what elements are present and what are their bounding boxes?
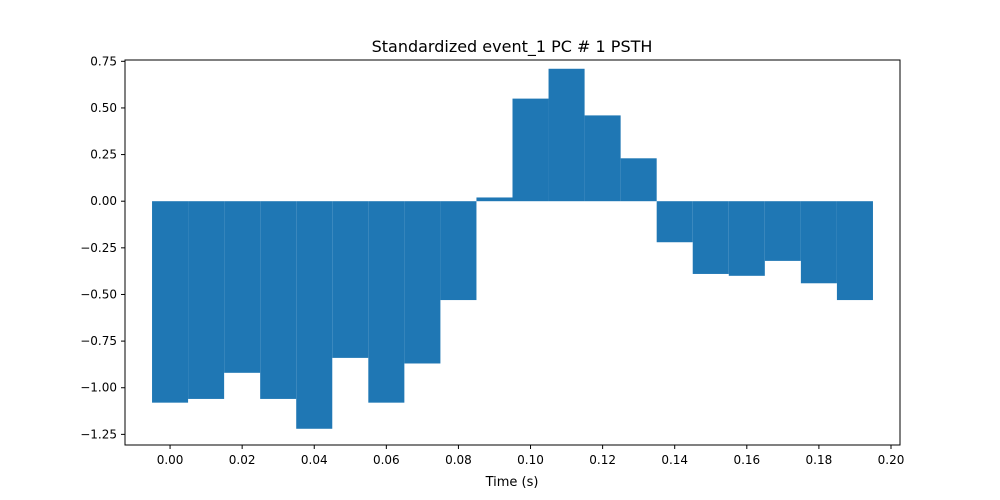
x-tick-label: 0.16 <box>733 453 760 467</box>
x-axis-ticks: 0.00 0.02 0.04 0.06 0.08 0.10 0.12 0.14 0.16 0.18… <box>157 445 905 467</box>
x-tick-label: 0.00 <box>157 453 184 467</box>
bar <box>692 201 729 274</box>
bars-group <box>152 68 873 429</box>
bar <box>188 201 225 399</box>
y-tick-label: −1.25 <box>80 427 117 441</box>
bar <box>512 98 549 202</box>
bar <box>800 201 837 284</box>
bar <box>476 197 513 202</box>
chart-title: Standardized event_1 PC # 1 PSTH <box>372 37 653 57</box>
bar <box>260 201 297 399</box>
y-tick-label: −0.75 <box>80 334 117 348</box>
bar <box>404 201 441 364</box>
bar <box>728 201 765 276</box>
y-tick-label: −1.00 <box>80 381 117 395</box>
y-tick-label: −0.50 <box>80 287 117 301</box>
y-axis-ticks: 0.75 0.50 0.25 0.00 −0.25 −0.50 −0.75 −1.00 −1.2… <box>80 54 125 441</box>
y-tick-label: −0.25 <box>80 241 117 255</box>
bar <box>368 201 405 403</box>
bar <box>584 115 621 202</box>
x-tick-label: 0.10 <box>517 453 544 467</box>
x-tick-label: 0.18 <box>806 453 833 467</box>
x-axis-title: Time (s) <box>485 475 539 490</box>
bar <box>332 201 369 358</box>
bar <box>548 68 585 202</box>
y-tick-label: 0.75 <box>90 54 117 68</box>
y-tick-label: 0.25 <box>90 148 117 162</box>
x-tick-label: 0.08 <box>445 453 472 467</box>
bar <box>836 201 873 301</box>
bar <box>764 201 801 261</box>
x-tick-label: 0.14 <box>661 453 688 467</box>
plot-frame <box>124 59 901 446</box>
bar <box>152 201 189 403</box>
x-tick-label: 0.06 <box>373 453 400 467</box>
y-tick-label: 0.50 <box>90 101 117 115</box>
bar <box>440 201 477 301</box>
y-tick-label: 0.00 <box>90 194 117 208</box>
x-tick-label: 0.02 <box>229 453 256 467</box>
bar <box>296 201 333 429</box>
x-tick-label: 0.04 <box>301 453 328 467</box>
x-tick-label: 0.12 <box>589 453 616 467</box>
bar <box>620 158 657 202</box>
bar <box>224 201 261 373</box>
bar <box>656 201 693 243</box>
x-tick-label: 0.20 <box>878 453 905 467</box>
